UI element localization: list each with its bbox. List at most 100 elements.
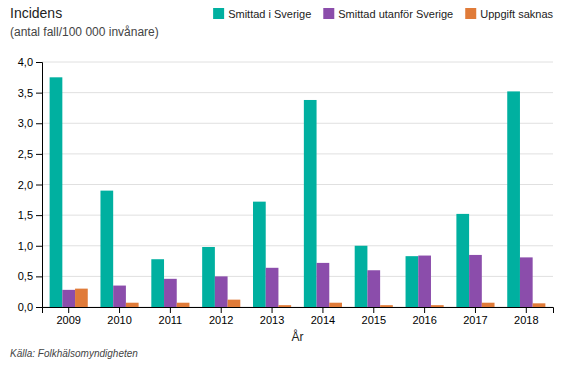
y-axis-line (36, 63, 43, 308)
chart: Incidens (antal fall/100 000 invånare) 200… (0, 0, 567, 365)
bars (50, 77, 546, 307)
x-tick: 2016 (412, 307, 436, 326)
y-tick-label: 4,0 (18, 56, 33, 68)
x-tick-mark (119, 307, 120, 313)
grid-line (42, 215, 553, 216)
y-tick-mark (36, 123, 42, 124)
y-tick: 4,0 (18, 56, 42, 68)
bar (469, 255, 482, 307)
x-tick-mark (272, 307, 273, 313)
x-tick: 2013 (260, 307, 284, 326)
grid-line (42, 245, 553, 246)
bar (456, 214, 469, 307)
x-tick-mark (68, 307, 69, 313)
bar-series (50, 77, 520, 307)
x-tick-label: 2018 (514, 314, 538, 326)
x-tick: 2012 (209, 307, 233, 326)
legend-swatch (465, 8, 476, 19)
bar (418, 256, 431, 307)
legend-swatch (323, 8, 334, 19)
y-tick-label: 0,0 (18, 301, 33, 313)
bar (177, 303, 190, 307)
title: Incidens (10, 5, 62, 21)
y-tick-label: 2,5 (18, 148, 33, 160)
legend-swatch (213, 8, 224, 19)
x-tick-mark (170, 307, 171, 313)
y-tick: 2,0 (18, 179, 42, 191)
y-tick-mark (36, 154, 42, 155)
y-tick-label: 3,0 (18, 117, 33, 129)
x-tick: 2011 (159, 307, 183, 326)
grid-line (42, 184, 553, 185)
y-tick-label: 3,5 (18, 87, 33, 99)
grid-line (42, 123, 553, 124)
bar (100, 191, 113, 307)
bar (202, 247, 215, 307)
bar (533, 303, 546, 307)
x-axis: 2009 2010 2011 2012 2013 2014 2015 2016 2017 2018 (43, 307, 554, 326)
legend-item: Smittad i Sverige (213, 8, 311, 20)
legend-item: Uppgift saknas (465, 8, 553, 20)
y-tick: 1,0 (18, 240, 42, 252)
bar (520, 257, 533, 307)
bar (62, 290, 75, 307)
x-tick-label: 2017 (463, 314, 487, 326)
bar (329, 303, 342, 307)
y-tick-mark (36, 62, 42, 63)
x-tick-mark (322, 307, 323, 313)
y-tick: 2,5 (18, 148, 42, 160)
legend-label: Smittad i Sverige (228, 8, 311, 20)
x-tick-mark (475, 307, 476, 313)
y-tick-label: 2,0 (18, 179, 33, 191)
y-tick: 1,5 (18, 209, 42, 221)
x-tick: 2010 (107, 307, 131, 326)
grid-line (42, 62, 553, 63)
x-tick: 2014 (311, 307, 335, 326)
annotation: Källa: Folkhälsomyndigheten (10, 348, 138, 359)
legend: Smittad i Sverige Smittad utanför Sverige… (213, 8, 553, 20)
y-tick-mark (36, 276, 42, 277)
bar (228, 300, 241, 307)
bar (304, 100, 317, 307)
bar (367, 270, 380, 307)
bar (266, 268, 279, 307)
x-tick-label: 2013 (260, 314, 284, 326)
bar (507, 91, 520, 307)
bar-series (62, 255, 532, 307)
x-axis-line (43, 308, 554, 314)
subtitle: (antal fall/100 000 invånare) (10, 25, 159, 39)
bar (431, 305, 444, 307)
y-tick: 0,5 (18, 270, 42, 282)
y-tick: 3,5 (18, 87, 42, 99)
x-tick-label: 2015 (362, 314, 386, 326)
x-tick-label: 2014 (311, 314, 335, 326)
y-tick-label: 1,0 (18, 240, 33, 252)
x-tick: 2018 (514, 307, 538, 326)
bar (355, 246, 368, 307)
grid-line (42, 92, 553, 93)
x-axis-label: År (292, 329, 304, 344)
y-tick-mark (36, 185, 42, 186)
legend-item: Smittad utanför Sverige (323, 8, 453, 20)
y-tick-mark (36, 215, 42, 216)
bar (113, 286, 126, 307)
y-tick: 0,0 (18, 301, 42, 313)
legend-label: Uppgift saknas (480, 8, 553, 20)
bar (215, 276, 228, 307)
x-tick-label: 2010 (107, 314, 131, 326)
grid (42, 62, 553, 307)
bar (151, 259, 164, 307)
y-tick-label: 0,5 (18, 270, 33, 282)
x-tick: 2017 (463, 307, 487, 326)
bar (317, 263, 330, 307)
bar (126, 303, 139, 307)
y-tick-mark (36, 307, 42, 308)
bar-series (75, 289, 545, 307)
bar (50, 77, 63, 307)
x-tick-mark (221, 307, 222, 313)
bar (75, 289, 88, 307)
x-tick-label: 2012 (209, 314, 233, 326)
x-tick-label: 2009 (56, 314, 80, 326)
x-tick-mark (373, 307, 374, 313)
plot-area: 2009 2010 2011 2012 2013 2014 2015 2016 2017 2018… (18, 56, 554, 326)
